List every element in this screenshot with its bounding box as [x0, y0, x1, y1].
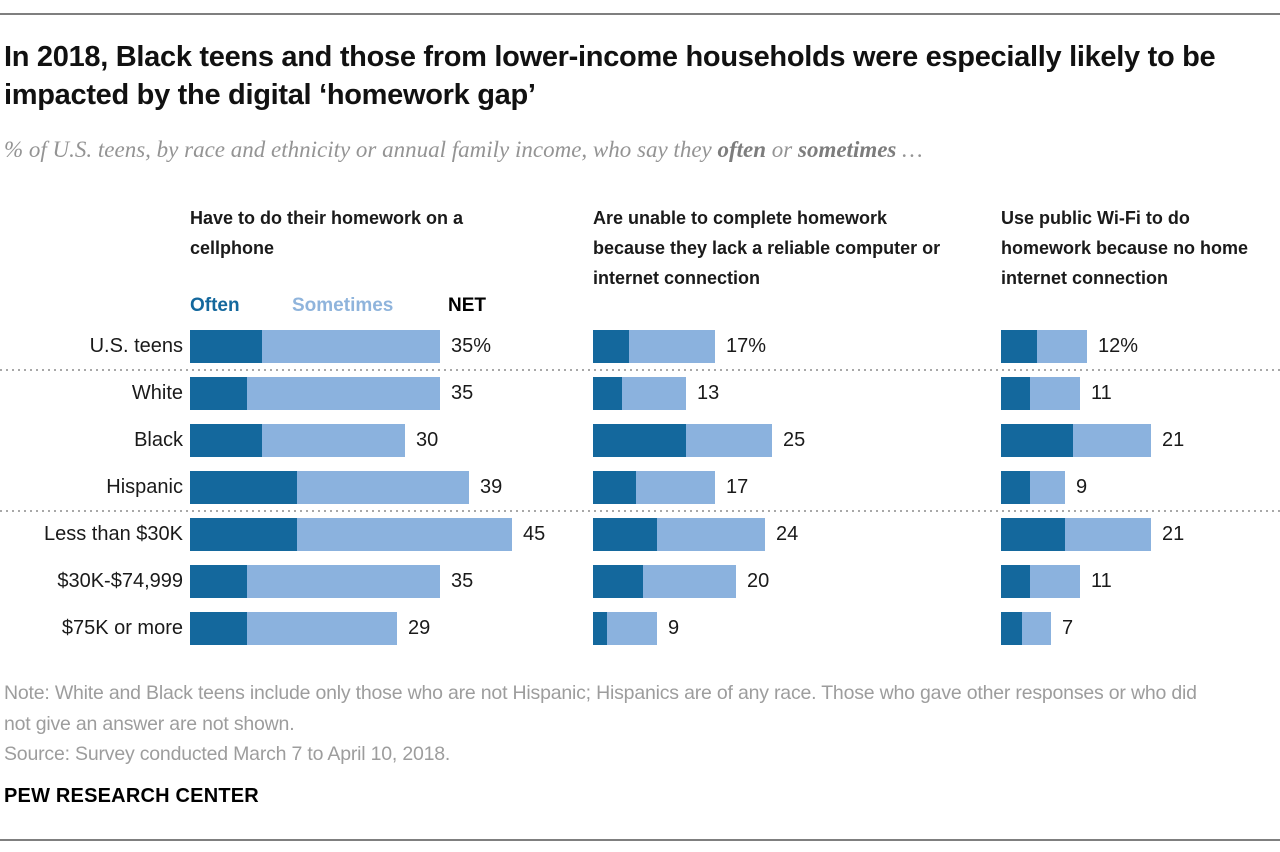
bar-sometimes-segment [262, 330, 440, 363]
row-label: U.S. teens [89, 335, 183, 357]
net-value-label: 9 [1076, 476, 1088, 498]
net-value-label: 20 [747, 570, 770, 592]
source-text: Source: Survey conducted March 7 to Apri… [4, 743, 451, 765]
bar-sometimes-segment [297, 471, 469, 504]
bar-sometimes-segment [247, 612, 397, 645]
top-rule [0, 13, 1280, 15]
net-value-label: 45 [523, 523, 546, 545]
net-value-label: 30 [416, 429, 439, 451]
bar-sometimes-segment [1073, 424, 1151, 457]
row-label: $75K or more [61, 617, 183, 639]
panel-heading-cellphone: Have to do their homework on a cellphone [190, 208, 464, 258]
bar-sometimes-segment [1065, 518, 1151, 551]
net-value-label: 9 [668, 617, 680, 639]
row-label: White [131, 382, 183, 404]
row-label: Hispanic [106, 476, 183, 498]
net-value-label: 21 [1162, 429, 1185, 451]
legend-sometimes: Sometimes [292, 295, 394, 316]
net-value-label: 7 [1062, 617, 1074, 639]
net-value-label: 11 [1091, 570, 1112, 592]
bar-sometimes-segment [1030, 565, 1080, 598]
net-value-label: 17 [726, 476, 749, 498]
bar-often-segment [1001, 377, 1030, 410]
net-value-label: 12% [1098, 335, 1139, 357]
bar-often-segment [190, 330, 262, 363]
chart-subtitle: % of U.S. teens, by race and ethnicity o… [4, 137, 1264, 163]
note-text: Note: White and Black teens include only… [4, 682, 1197, 735]
net-value-label: 17% [726, 335, 767, 357]
net-value-label: 35% [451, 335, 492, 357]
row-label: Less than $30K [44, 523, 183, 545]
bar-often-segment [190, 471, 297, 504]
bar-often-segment [1001, 424, 1073, 457]
subtitle-suffix: … [896, 137, 923, 162]
net-value-label: 39 [480, 476, 503, 498]
net-value-label: 35 [451, 570, 474, 592]
note-block: Note: White and Black teens include only… [4, 678, 1214, 770]
brand-footer: PEW RESEARCH CENTER [4, 785, 259, 807]
bar-sometimes-segment [686, 424, 772, 457]
subtitle-prefix: % of U.S. teens, by race and ethnicity o… [4, 137, 718, 162]
net-value-label: 13 [697, 382, 720, 404]
bar-sometimes-segment [247, 377, 440, 410]
net-value-label: 21 [1162, 523, 1185, 545]
net-value-label: 24 [776, 523, 799, 545]
bar-sometimes-segment [1037, 330, 1087, 363]
bar-often-segment [593, 424, 686, 457]
row-group-separator [0, 369, 1280, 371]
bar-often-segment [190, 377, 247, 410]
bar-often-segment [593, 518, 657, 551]
net-value-label: 25 [783, 429, 806, 451]
bar-sometimes-segment [297, 518, 512, 551]
bar-sometimes-segment [622, 377, 686, 410]
net-value-label: 35 [451, 382, 474, 404]
subtitle-bold-sometimes: sometimes [798, 137, 897, 162]
row-label: $30K-$74,999 [57, 570, 183, 592]
row-label: Black [134, 429, 183, 451]
legend-often: Often [190, 295, 240, 316]
row-group-separator [0, 510, 1280, 512]
bar-often-segment [1001, 518, 1065, 551]
bar-sometimes-segment [1022, 612, 1051, 645]
bar-often-segment [190, 565, 247, 598]
subtitle-bold-often: often [717, 137, 767, 162]
bar-often-segment [190, 612, 247, 645]
legend-net: NET [448, 295, 486, 316]
bar-sometimes-segment [247, 565, 440, 598]
subtitle-mid: or [766, 137, 798, 162]
bar-often-segment [593, 377, 622, 410]
bar-sometimes-segment [1030, 471, 1065, 504]
bar-sometimes-segment [629, 330, 715, 363]
bar-often-segment [1001, 565, 1030, 598]
panel-heading-public-wifi: Use public Wi-Fi to do homework because … [1001, 208, 1249, 288]
bar-sometimes-segment [643, 565, 736, 598]
bar-sometimes-segment [657, 518, 765, 551]
bar-sometimes-segment [1030, 377, 1080, 410]
bar-often-segment [1001, 330, 1037, 363]
bar-sometimes-segment [636, 471, 715, 504]
bar-often-segment [593, 330, 629, 363]
bar-sometimes-segment [607, 612, 657, 645]
bottom-rule [0, 839, 1280, 841]
chart-title: In 2018, Black teens and those from lowe… [4, 41, 1216, 111]
panel-heading-unable-to-complete: Are unable to complete homework because … [593, 208, 941, 288]
net-value-label: 11 [1091, 382, 1112, 404]
bar-often-segment [1001, 471, 1030, 504]
bar-often-segment [190, 424, 262, 457]
bar-often-segment [593, 565, 643, 598]
bar-often-segment [1001, 612, 1022, 645]
net-value-label: 29 [408, 617, 431, 639]
bar-often-segment [593, 612, 607, 645]
bar-often-segment [593, 471, 636, 504]
bar-often-segment [190, 518, 297, 551]
bar-sometimes-segment [262, 424, 405, 457]
